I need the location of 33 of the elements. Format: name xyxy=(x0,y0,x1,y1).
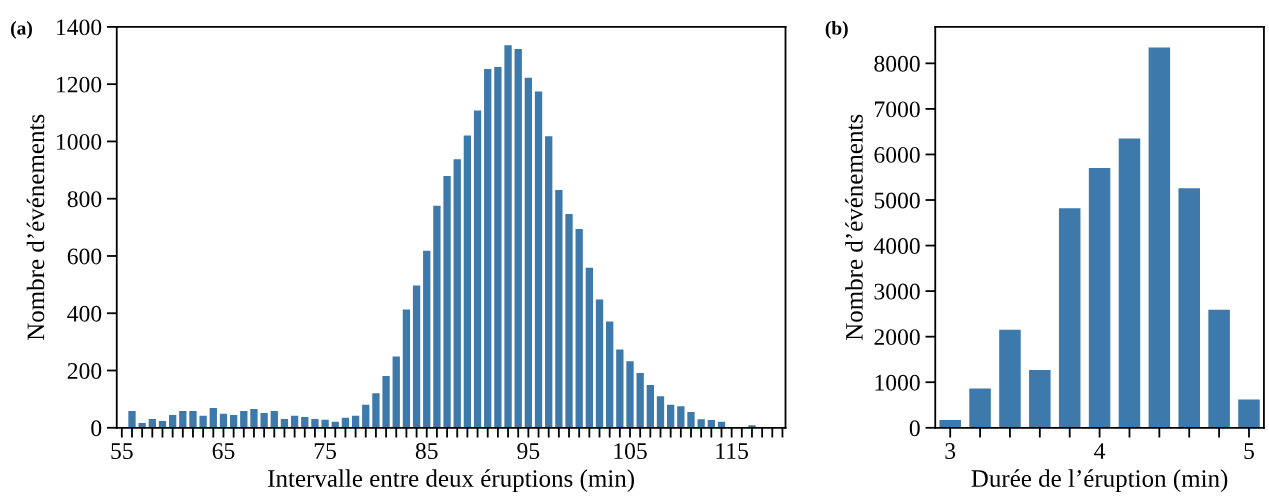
x-tick-label: 4 xyxy=(1094,443,1106,459)
y-tick-label: 3000 xyxy=(874,283,920,300)
y-tick-label: 6000 xyxy=(874,146,920,163)
y-tick-label: 600 xyxy=(67,248,102,265)
x-tick-label: 55 xyxy=(111,443,133,459)
y-tick-label: 1000 xyxy=(875,374,920,391)
x-axis-title: Durée de l’éruption (min) xyxy=(971,469,1228,493)
y-tick-label: 400 xyxy=(67,305,102,322)
y-tick-label: 1200 xyxy=(57,76,102,93)
y-axis-title: Nombre d’événements xyxy=(26,114,45,341)
x-tick-label: 65 xyxy=(212,443,235,459)
y-tick-label: 1400 xyxy=(57,19,102,36)
x-tick-label: 85 xyxy=(415,443,438,459)
x-tick-label: 105 xyxy=(614,443,647,459)
text: (b) xyxy=(825,21,848,39)
y-tick-label: 7000 xyxy=(875,101,920,118)
x-tick-label: 115 xyxy=(716,443,748,459)
y-tick-label: 0 xyxy=(91,420,102,437)
y-tick-label: 4000 xyxy=(873,238,920,254)
text: (a) xyxy=(11,21,32,39)
x-tick-label: 5 xyxy=(1244,443,1254,459)
y-tick-label: 0 xyxy=(909,420,920,437)
y-axis-title: Nombre d’événements xyxy=(845,114,863,341)
x-tick-label: 75 xyxy=(314,443,336,459)
y-tick-label: 5000 xyxy=(874,192,920,209)
y-tick-label: 800 xyxy=(67,191,102,208)
x-tick-label: 3 xyxy=(945,443,956,459)
x-axis-title: Intervalle entre deux éruptions (min) xyxy=(268,469,634,493)
y-tick-label: 200 xyxy=(67,363,102,379)
x-tick-label: 95 xyxy=(517,443,540,459)
y-tick-label: 8000 xyxy=(874,55,920,72)
y-tick-label: 2000 xyxy=(874,329,920,346)
y-tick-label: 1000 xyxy=(57,133,102,150)
